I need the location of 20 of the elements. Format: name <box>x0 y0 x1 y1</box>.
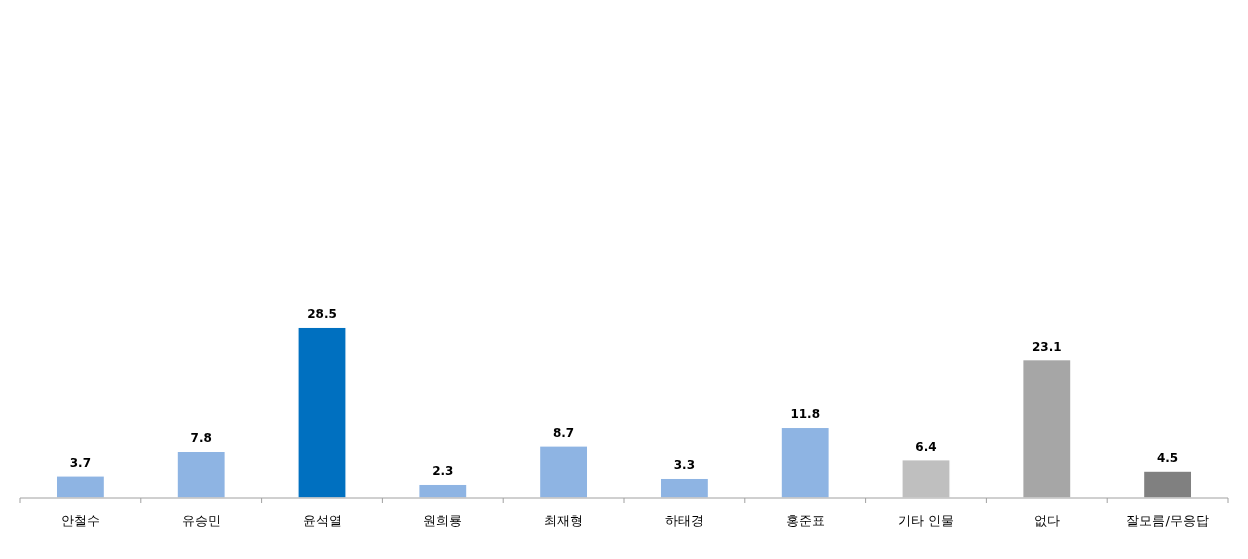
data-label: 6.4 <box>915 439 937 454</box>
x-tick-label: 윤석열 <box>302 513 342 528</box>
data-label: 3.7 <box>69 455 92 470</box>
x-tick-label: 원희룡 <box>423 513 463 528</box>
x-tick-label: 없다 <box>1033 513 1060 528</box>
data-label: 28.5 <box>307 307 337 322</box>
x-tick-label: 하태경 <box>664 513 704 528</box>
x-tick-label: 기타 인물 <box>897 513 955 528</box>
data-label: 2.3 <box>432 464 454 479</box>
data-label: 7.8 <box>190 431 212 446</box>
data-label: 3.3 <box>673 458 696 473</box>
data-label: 11.8 <box>790 407 820 422</box>
data-label: 8.7 <box>552 425 575 440</box>
x-tick-label: 잘모름/무응답 <box>1126 513 1209 528</box>
data-label: 23.1 <box>1032 339 1062 354</box>
data-label: 4.5 <box>1156 451 1179 466</box>
x-tick-label: 홍준표 <box>785 513 825 528</box>
x-tick-label: 유승민 <box>181 513 221 528</box>
x-tick-label: 안철수 <box>60 513 100 528</box>
x-tick-label: 최재형 <box>544 513 584 528</box>
